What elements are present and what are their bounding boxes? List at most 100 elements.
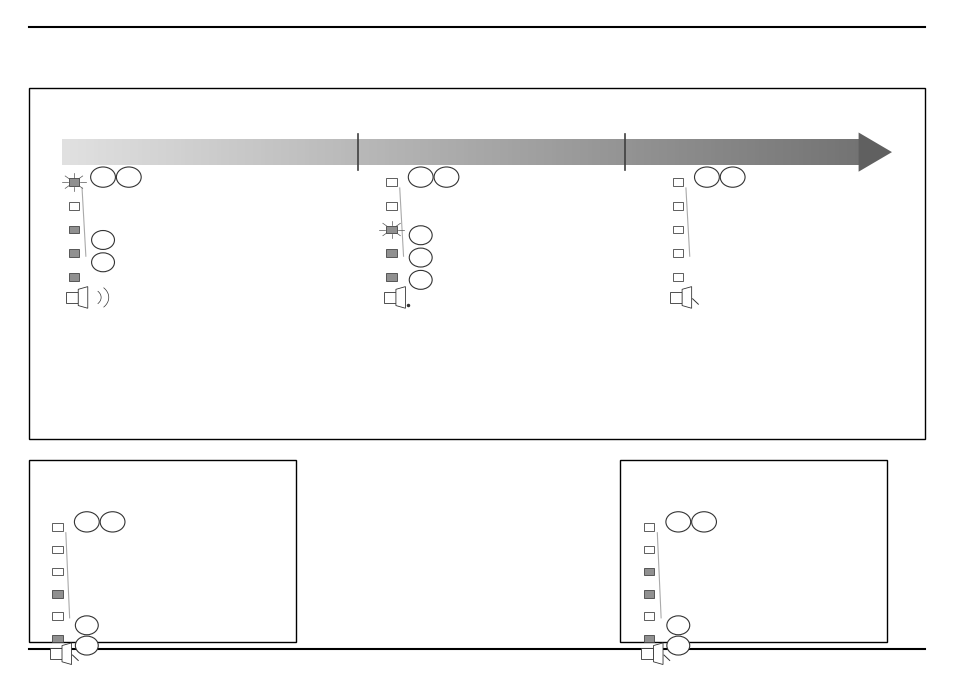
Bar — [643, 612, 654, 620]
Bar — [726, 139, 731, 165]
Ellipse shape — [91, 167, 115, 187]
Bar — [496, 139, 500, 165]
Bar — [770, 139, 775, 165]
Bar — [386, 202, 396, 210]
Bar — [643, 635, 654, 642]
Bar — [320, 139, 325, 165]
Ellipse shape — [666, 616, 689, 635]
Bar — [384, 139, 389, 165]
Bar — [503, 139, 508, 165]
Bar — [90, 139, 94, 165]
Bar — [742, 139, 747, 165]
Bar — [126, 139, 130, 165]
Bar — [269, 139, 274, 165]
Bar — [52, 590, 63, 598]
Polygon shape — [62, 643, 71, 665]
Bar — [659, 139, 663, 165]
Bar — [671, 139, 675, 165]
Bar — [730, 139, 735, 165]
Bar — [265, 139, 270, 165]
Bar — [854, 139, 858, 165]
Ellipse shape — [91, 231, 114, 249]
Bar — [559, 139, 564, 165]
Bar — [830, 139, 834, 165]
Bar — [29, 460, 295, 642]
Bar — [591, 139, 596, 165]
Bar — [711, 139, 715, 165]
Bar — [627, 139, 632, 165]
Bar — [70, 139, 74, 165]
Bar — [325, 139, 329, 165]
Bar — [432, 139, 436, 165]
Bar — [316, 139, 321, 165]
Bar — [383, 292, 395, 303]
Bar — [838, 139, 842, 165]
Bar — [249, 139, 253, 165]
Bar — [699, 139, 703, 165]
Bar — [448, 139, 453, 165]
Bar — [492, 139, 497, 165]
Bar — [587, 139, 592, 165]
Bar — [563, 139, 568, 165]
Bar — [276, 139, 281, 165]
Bar — [623, 139, 627, 165]
Bar — [821, 139, 826, 165]
Bar — [376, 139, 380, 165]
Bar — [69, 202, 79, 210]
Polygon shape — [858, 132, 891, 172]
Bar — [173, 139, 178, 165]
Bar — [69, 273, 79, 281]
Bar — [643, 546, 654, 553]
Bar — [556, 139, 559, 165]
Bar — [78, 139, 82, 165]
Bar — [512, 139, 516, 165]
Bar — [639, 139, 643, 165]
Ellipse shape — [91, 253, 114, 272]
Bar — [782, 139, 786, 165]
Bar — [464, 139, 468, 165]
Bar — [539, 139, 544, 165]
Bar — [640, 648, 653, 659]
Bar — [161, 139, 166, 165]
Bar — [400, 139, 405, 165]
Bar — [484, 139, 488, 165]
Bar — [571, 139, 576, 165]
Bar — [841, 139, 846, 165]
Bar — [205, 139, 210, 165]
Bar — [527, 139, 532, 165]
Bar — [181, 139, 186, 165]
Bar — [552, 139, 556, 165]
Bar — [213, 139, 217, 165]
Bar — [543, 139, 548, 165]
Bar — [241, 139, 246, 165]
Bar — [579, 139, 583, 165]
Bar — [499, 139, 504, 165]
Bar — [380, 139, 385, 165]
Bar — [52, 546, 63, 553]
Bar — [386, 226, 396, 233]
Bar — [468, 139, 473, 165]
Bar — [86, 139, 91, 165]
Bar — [102, 139, 106, 165]
Bar — [607, 139, 612, 165]
Ellipse shape — [666, 636, 689, 655]
Bar — [50, 648, 62, 659]
Bar — [444, 139, 448, 165]
Bar — [754, 139, 759, 165]
Bar — [826, 139, 830, 165]
Bar — [98, 139, 102, 165]
Bar — [679, 139, 683, 165]
Bar — [349, 139, 353, 165]
Bar — [611, 139, 616, 165]
Bar — [388, 139, 393, 165]
Bar — [420, 139, 424, 165]
Bar — [386, 249, 396, 257]
Bar — [82, 139, 87, 165]
Bar — [672, 273, 682, 281]
Bar — [759, 139, 762, 165]
Ellipse shape — [409, 226, 432, 245]
Bar — [386, 273, 396, 281]
Bar — [774, 139, 779, 165]
Bar — [122, 139, 126, 165]
Ellipse shape — [691, 512, 716, 532]
